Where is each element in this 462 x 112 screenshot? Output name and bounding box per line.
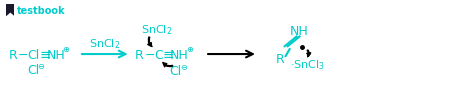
Text: ⊖: ⊖ bbox=[180, 63, 187, 72]
Text: ⊖: ⊖ bbox=[37, 62, 45, 71]
Text: −: − bbox=[18, 48, 29, 61]
Text: R: R bbox=[135, 48, 144, 61]
Text: NH: NH bbox=[170, 48, 188, 61]
Text: SnCl$_2$: SnCl$_2$ bbox=[89, 37, 121, 51]
Text: Cl: Cl bbox=[169, 65, 182, 77]
FancyBboxPatch shape bbox=[6, 5, 14, 17]
FancyArrowPatch shape bbox=[147, 38, 152, 47]
FancyArrowPatch shape bbox=[163, 63, 173, 67]
Text: C: C bbox=[154, 48, 163, 61]
Text: ·SnCl$_3$: ·SnCl$_3$ bbox=[290, 57, 325, 71]
Text: −: − bbox=[144, 48, 155, 61]
Text: ⊕: ⊕ bbox=[62, 44, 69, 53]
Polygon shape bbox=[6, 13, 14, 17]
Text: SnCl$_2$: SnCl$_2$ bbox=[141, 23, 172, 36]
Text: Cl: Cl bbox=[27, 64, 39, 76]
Text: ⊕: ⊕ bbox=[186, 44, 193, 53]
Text: R: R bbox=[275, 53, 284, 66]
Text: ≡: ≡ bbox=[39, 48, 51, 61]
Text: NH: NH bbox=[290, 25, 309, 38]
Text: R: R bbox=[9, 48, 18, 61]
Text: testbook: testbook bbox=[17, 6, 66, 16]
FancyArrowPatch shape bbox=[307, 50, 311, 57]
Text: Cl: Cl bbox=[27, 48, 39, 61]
Text: NH: NH bbox=[47, 48, 66, 61]
Text: ≡: ≡ bbox=[163, 48, 174, 61]
